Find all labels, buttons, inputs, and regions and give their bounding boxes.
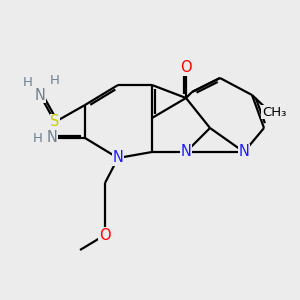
Text: CH₃: CH₃ (262, 106, 286, 118)
Text: O: O (180, 61, 192, 76)
Text: N: N (34, 88, 45, 103)
Text: N: N (112, 151, 123, 166)
Text: H: H (23, 76, 33, 88)
Text: N: N (46, 130, 57, 146)
Text: N: N (238, 145, 249, 160)
Text: S: S (50, 115, 60, 130)
Text: H: H (50, 74, 60, 86)
Text: O: O (99, 227, 111, 242)
Text: N: N (181, 145, 191, 160)
Text: H: H (33, 131, 43, 145)
